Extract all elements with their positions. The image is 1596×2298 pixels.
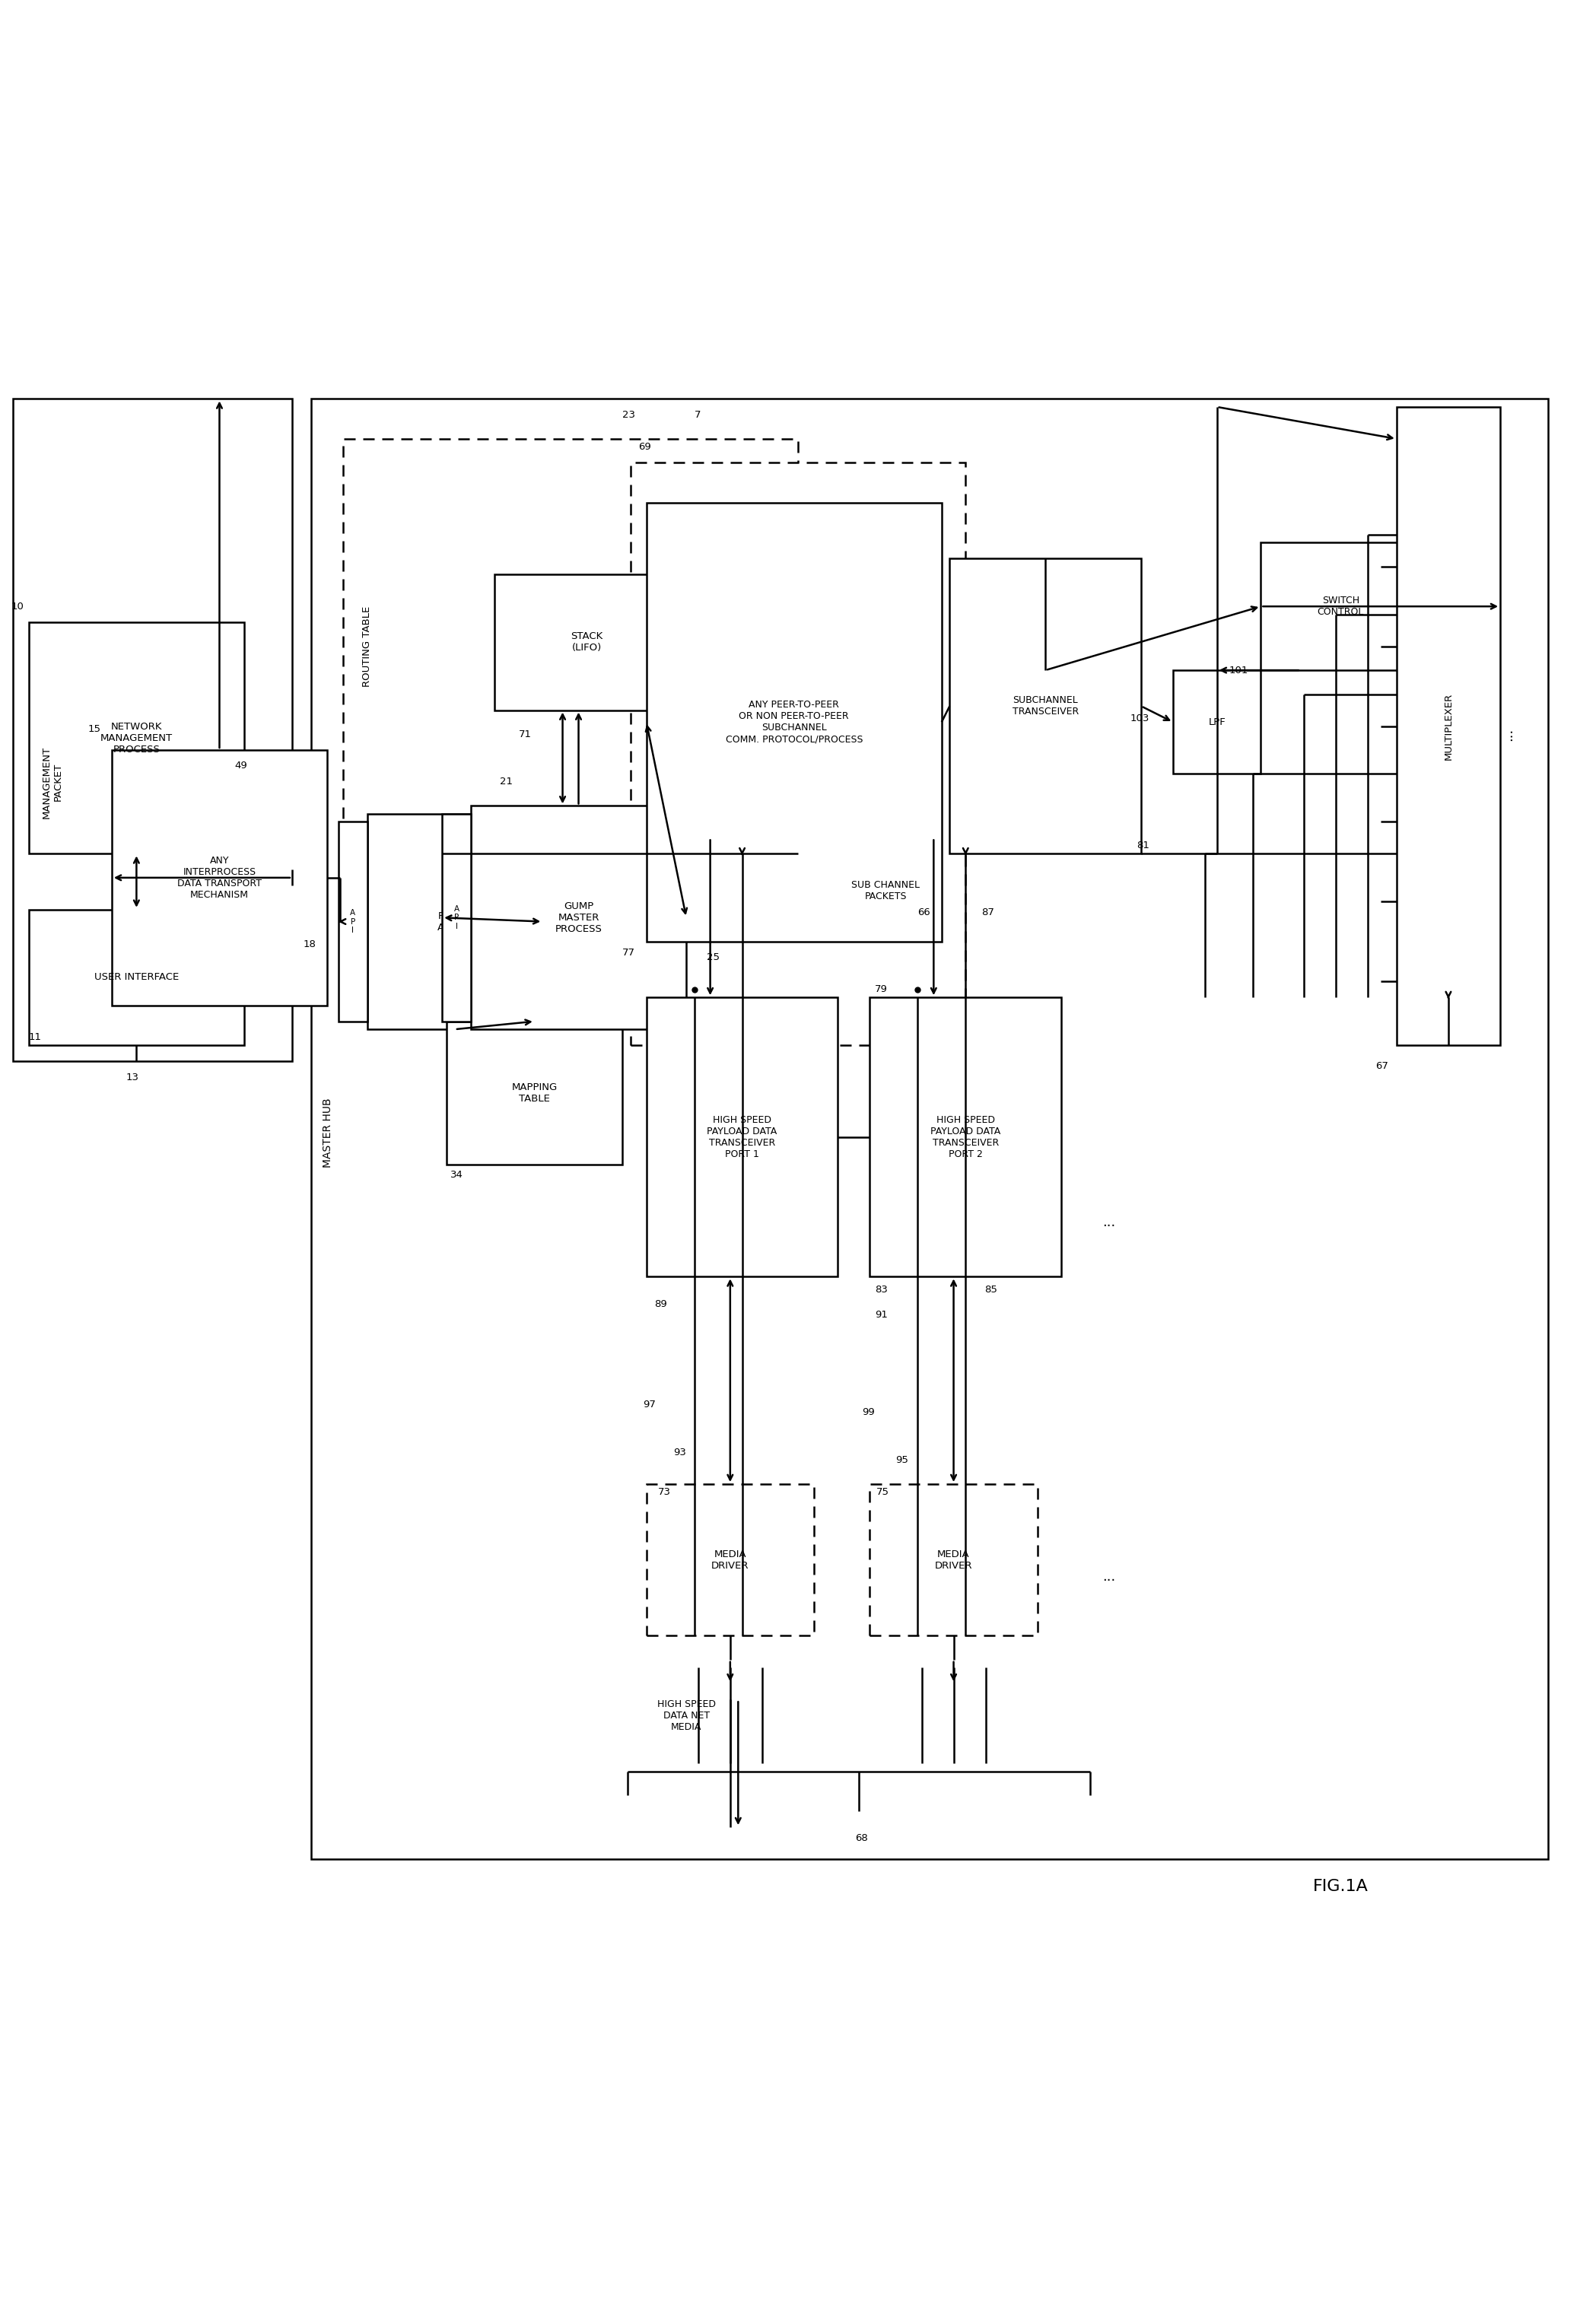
Text: SUB CHANNEL
PACKETS: SUB CHANNEL PACKETS xyxy=(852,880,919,901)
Text: A
P
I: A P I xyxy=(350,910,356,935)
Text: MEDIA
DRIVER: MEDIA DRIVER xyxy=(712,1549,749,1570)
Text: 11: 11 xyxy=(29,1032,41,1043)
Text: 89: 89 xyxy=(654,1298,667,1310)
Text: ...: ... xyxy=(1103,1216,1116,1229)
Bar xyxy=(870,997,1061,1278)
Bar xyxy=(447,1020,622,1165)
Bar xyxy=(112,749,327,1004)
Text: MAPPING
TABLE: MAPPING TABLE xyxy=(512,1082,557,1103)
Bar xyxy=(343,439,798,855)
Bar xyxy=(1173,671,1261,774)
Text: 66: 66 xyxy=(918,908,930,917)
Bar xyxy=(442,813,471,1020)
Text: ...: ... xyxy=(1502,728,1515,740)
Text: 99: 99 xyxy=(862,1406,875,1418)
Text: 10: 10 xyxy=(11,602,24,611)
Text: A
P
I: A P I xyxy=(453,905,460,931)
Text: 87: 87 xyxy=(982,908,994,917)
Text: 71: 71 xyxy=(519,728,531,740)
Text: 101: 101 xyxy=(1229,666,1248,676)
Text: 18: 18 xyxy=(303,940,316,949)
Text: MANAGEMENT
PACKET: MANAGEMENT PACKET xyxy=(41,747,64,818)
Text: 93: 93 xyxy=(674,1448,686,1457)
Text: 23: 23 xyxy=(622,409,635,421)
Bar xyxy=(13,400,292,1062)
Bar xyxy=(870,1485,1037,1636)
Text: 7: 7 xyxy=(694,409,701,421)
Bar xyxy=(646,503,942,942)
Text: 103: 103 xyxy=(1130,712,1149,724)
Text: MASTER HUB: MASTER HUB xyxy=(322,1098,334,1167)
Text: ...: ... xyxy=(1103,1570,1116,1583)
Bar xyxy=(367,813,543,1030)
Bar xyxy=(950,558,1141,855)
Bar xyxy=(630,462,966,1046)
Bar xyxy=(1396,407,1500,1046)
Text: HIGH SPEED
PAYLOAD DATA
TRANSCEIVER
PORT 2: HIGH SPEED PAYLOAD DATA TRANSCEIVER PORT… xyxy=(930,1115,1001,1158)
Bar xyxy=(471,807,686,1030)
Text: 68: 68 xyxy=(855,1834,868,1843)
Text: USER INTERFACE: USER INTERFACE xyxy=(94,972,179,981)
Text: MEDIA
DRIVER: MEDIA DRIVER xyxy=(935,1549,972,1570)
Text: 77: 77 xyxy=(622,947,635,958)
Text: 69: 69 xyxy=(638,441,651,453)
Text: 79: 79 xyxy=(875,984,887,995)
Bar xyxy=(29,623,244,855)
Text: 81: 81 xyxy=(1136,841,1149,850)
Text: HIGH SPEED
DATA NET
MEDIA: HIGH SPEED DATA NET MEDIA xyxy=(658,1698,715,1733)
Text: 15: 15 xyxy=(88,724,101,735)
Text: SWITCH
CONTROL: SWITCH CONTROL xyxy=(1317,595,1365,618)
Text: PROXY
AGENT: PROXY AGENT xyxy=(437,910,472,933)
Bar xyxy=(1261,542,1420,671)
Text: LPF: LPF xyxy=(1208,717,1226,726)
Text: 13: 13 xyxy=(126,1073,139,1082)
Bar xyxy=(646,997,838,1278)
Text: 67: 67 xyxy=(1376,1062,1389,1071)
Text: GUMP
MASTER
PROCESS: GUMP MASTER PROCESS xyxy=(555,901,602,933)
Text: 73: 73 xyxy=(658,1487,670,1496)
Text: ANY
INTERPROCESS
DATA TRANSPORT
MECHANISM: ANY INTERPROCESS DATA TRANSPORT MECHANIS… xyxy=(177,855,262,901)
Text: 97: 97 xyxy=(643,1399,656,1409)
Text: NETWORK
MANAGEMENT
PROCESS: NETWORK MANAGEMENT PROCESS xyxy=(101,722,172,754)
Text: 85: 85 xyxy=(985,1285,997,1294)
Text: 34: 34 xyxy=(450,1170,463,1179)
Text: 83: 83 xyxy=(875,1285,887,1294)
Text: ROUTING TABLE: ROUTING TABLE xyxy=(362,607,372,687)
Text: 91: 91 xyxy=(875,1310,887,1319)
Bar xyxy=(29,910,244,1046)
Text: 25: 25 xyxy=(707,954,720,963)
Text: SUBCHANNEL
TRANSCEIVER: SUBCHANNEL TRANSCEIVER xyxy=(1012,696,1079,717)
Text: 21: 21 xyxy=(500,777,512,786)
Text: HIGH SPEED
PAYLOAD DATA
TRANSCEIVER
PORT 1: HIGH SPEED PAYLOAD DATA TRANSCEIVER PORT… xyxy=(707,1115,777,1158)
Text: 75: 75 xyxy=(876,1487,889,1496)
Text: STACK
(LIFO): STACK (LIFO) xyxy=(570,632,603,653)
Text: ANY PEER-TO-PEER
OR NON PEER-TO-PEER
SUBCHANNEL
COMM. PROTOCOL/PROCESS: ANY PEER-TO-PEER OR NON PEER-TO-PEER SUB… xyxy=(725,701,863,745)
Text: 49: 49 xyxy=(235,761,247,770)
Text: 95: 95 xyxy=(895,1455,908,1466)
Text: FIG.1A: FIG.1A xyxy=(1314,1880,1368,1894)
Bar xyxy=(311,400,1548,1859)
Bar xyxy=(338,823,367,1020)
Bar xyxy=(495,574,678,710)
Bar xyxy=(646,1485,814,1636)
Text: MULTIPLEXER: MULTIPLEXER xyxy=(1443,692,1454,761)
